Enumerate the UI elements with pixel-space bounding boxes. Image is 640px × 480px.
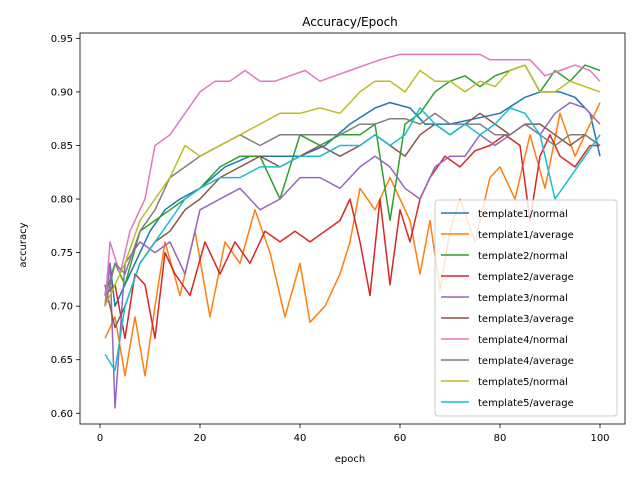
legend-label: template2/average xyxy=(478,272,574,283)
legend-label: template1/normal xyxy=(478,209,568,220)
legend-label: template5/normal xyxy=(478,377,568,388)
series-line-template1-average xyxy=(104,102,601,377)
y-tick-label: 0.65 xyxy=(51,355,73,366)
legend-label: template3/average xyxy=(478,314,574,325)
y-tick-label: 0.85 xyxy=(51,141,73,152)
series-line-template4-normal xyxy=(104,53,601,307)
plot-frame xyxy=(79,32,626,425)
x-axis-label: epoch xyxy=(335,454,365,465)
legend-label: template1/average xyxy=(478,230,574,241)
y-tick-label: 0.95 xyxy=(51,34,73,45)
x-tick-label: 100 xyxy=(590,433,609,444)
series-line-template4-average xyxy=(104,112,601,307)
x-tick-label: 80 xyxy=(494,433,507,444)
series-line-template2-average xyxy=(104,134,600,340)
plot-area xyxy=(104,53,601,409)
chart-title: Accuracy/Epoch xyxy=(302,15,398,29)
legend-label: template4/average xyxy=(478,356,574,367)
y-tick-label: 0.80 xyxy=(51,195,73,206)
series-line-template5-average xyxy=(104,107,601,372)
x-tick-label: 60 xyxy=(394,433,407,444)
y-tick-label: 0.75 xyxy=(51,248,73,259)
series-line-template5-normal xyxy=(104,64,601,307)
x-tick-label: 40 xyxy=(294,433,307,444)
legend-label: template2/normal xyxy=(478,251,568,262)
legend-label: template3/normal xyxy=(478,293,568,304)
y-tick-label: 0.60 xyxy=(51,409,73,420)
legend-label: template5/average xyxy=(478,398,574,409)
legend-box xyxy=(434,199,618,417)
y-tick-label: 0.70 xyxy=(51,302,73,313)
y-axis-label: accuracy xyxy=(18,222,29,267)
y-tick-label: 0.90 xyxy=(51,87,73,98)
x-tick-label: 20 xyxy=(194,433,207,444)
axes: 0 20 40 60 80 100 0.60 0.65 0.70 0.75 0.80 0.85 0.90… xyxy=(51,32,626,444)
legend-label: template4/normal xyxy=(478,335,568,346)
x-tick-label: 0 xyxy=(97,433,103,444)
legend: template1/normal template1/average templat… xyxy=(434,199,618,417)
